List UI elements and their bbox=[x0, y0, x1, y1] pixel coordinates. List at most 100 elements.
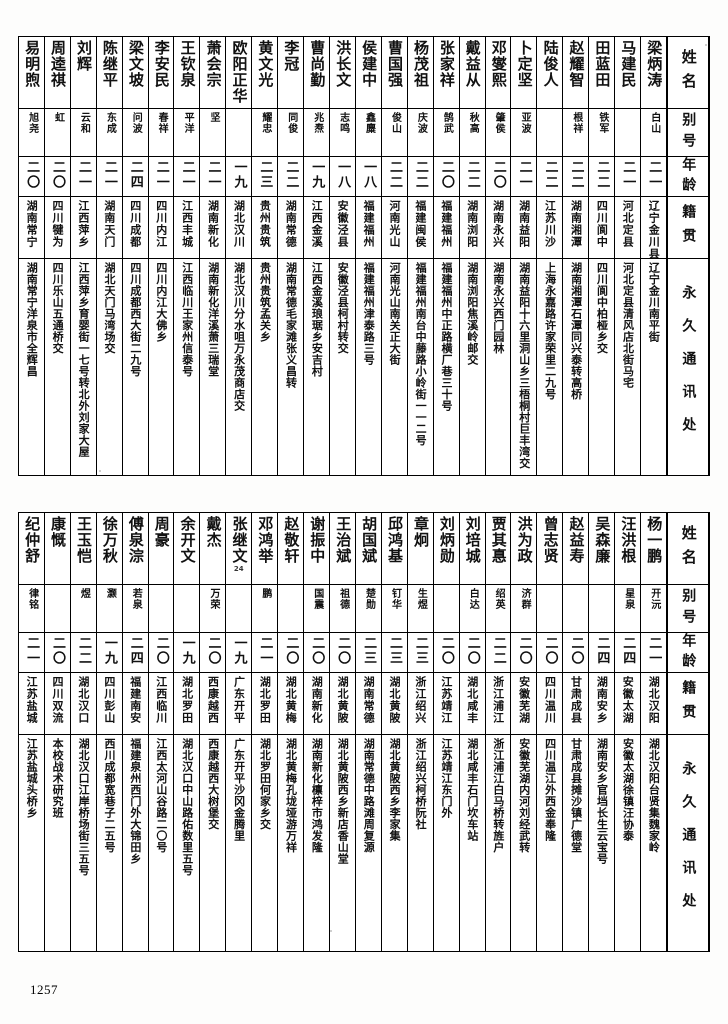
person-address: 江西金溪琅琚乡安吉村 bbox=[304, 259, 329, 475]
person-alias: 鹄武 bbox=[433, 109, 459, 157]
person-name-cell: 赵敬轩 bbox=[278, 513, 304, 585]
person-age: 一八 bbox=[355, 157, 381, 197]
person-alias: 律铭 bbox=[18, 585, 44, 633]
person-age-text: 二一 bbox=[75, 160, 91, 190]
person-address-text: 江苏靖江东门外 bbox=[439, 738, 453, 819]
person-name: 吴森廉 bbox=[593, 516, 612, 564]
person-address-text: 湖南新化檩梓市鸿发隆 bbox=[310, 738, 324, 853]
person-address-text: 西川成都宽巷子二五号 bbox=[103, 738, 116, 853]
person-origin-text: 湖南新化 bbox=[206, 200, 220, 248]
person-name-cell: 刘炳勋 bbox=[433, 513, 459, 585]
person-address-text: 浙江绍兴柯桥阮社 bbox=[414, 738, 428, 830]
person-alias-text: 平洋 bbox=[182, 112, 194, 134]
person-origin: 湖南永兴 bbox=[485, 197, 511, 259]
person-age: 二四 bbox=[122, 157, 148, 197]
person-age-text: 二二 bbox=[594, 160, 610, 190]
roster-person-column: 康慨 二〇 四川双流 本校战术研究班 bbox=[43, 513, 70, 951]
person-alias-text: 万荣 bbox=[208, 588, 220, 610]
person-alias bbox=[589, 585, 615, 633]
roster-person-column: 王治斌 祖德 二〇 湖北黄陂 湖北黄陂西乡新店香山堂 bbox=[329, 513, 355, 951]
person-age: 二一 bbox=[70, 157, 96, 197]
person-name: 梁文坡 bbox=[126, 40, 145, 88]
person-origin: 湖南新化 bbox=[200, 197, 226, 259]
person-origin-text: 福建福州 bbox=[439, 200, 453, 248]
person-alias: 肇侯 bbox=[485, 109, 511, 157]
person-alias-text: 同俊 bbox=[285, 112, 297, 134]
person-origin-text: 浙江浦江 bbox=[491, 676, 505, 724]
person-origin: 湖北汉阳 bbox=[641, 673, 666, 735]
person-address-text: 河南光山南关正大街 bbox=[388, 262, 402, 366]
person-address-text: 西康越西大树堡交 bbox=[206, 738, 220, 830]
person-age-text: 二〇 bbox=[205, 636, 221, 666]
person-address: 湖南常德毛家滩张义昌转 bbox=[278, 259, 303, 475]
person-address: 湖北黄梅孔垅垭游万祥 bbox=[278, 735, 303, 951]
person-origin-text: 四川彭山 bbox=[102, 676, 116, 724]
person-origin-text: 江西临川 bbox=[154, 676, 168, 724]
person-age: 二〇 bbox=[304, 633, 330, 673]
person-origin: 湖南常德 bbox=[278, 197, 304, 259]
person-alias-text: 星泉 bbox=[622, 588, 634, 610]
person-origin-text: 湖南浏阳 bbox=[465, 200, 479, 248]
person-address-text: 广东开平沙冈金腾里 bbox=[232, 738, 246, 842]
roster-person-column: 赵敬轩 二〇 湖北黄梅 湖北黄梅孔垅垭游万祥 bbox=[277, 513, 304, 951]
person-origin: 河北定县 bbox=[615, 197, 641, 259]
person-origin: 湖南新化 bbox=[304, 673, 330, 735]
person-address: 福建福州南台中藤路小岭街一一二号 bbox=[408, 259, 433, 475]
person-alias-text: 虹 bbox=[52, 112, 64, 123]
person-name-cell: 余开文 bbox=[174, 513, 200, 585]
person-name-cell: 赵益寿 bbox=[563, 513, 589, 585]
person-alias: 国震 bbox=[304, 585, 330, 633]
person-origin: 江苏盐城 bbox=[18, 673, 44, 735]
person-address: 四川成都西大街二九号 bbox=[123, 259, 148, 475]
person-address-text: 江苏盐城头桥乡 bbox=[25, 738, 39, 819]
person-alias-text: 肇侯 bbox=[493, 112, 505, 134]
person-name: 陆俊人 bbox=[541, 40, 560, 88]
person-name-cell: 曹尚勤 bbox=[304, 37, 330, 109]
person-name: 谢振中 bbox=[308, 516, 327, 564]
roster-person-column: 卜定坚 亚波 二一 湖南益阳 湖南益阳十六里洞山乡三梧桐村巨丰湾交 bbox=[510, 37, 537, 475]
roster-person-column: 徐万秋灏一九 四川彭山 西川成都宽巷子二五号 bbox=[95, 513, 122, 951]
person-address: 湖北黄陂西乡李家集 bbox=[382, 735, 407, 951]
person-origin: 江西临川 bbox=[148, 673, 174, 735]
person-alias-text: 国震 bbox=[311, 588, 323, 610]
person-name: 赵耀智 bbox=[567, 40, 586, 88]
person-age: 二一 bbox=[252, 633, 278, 673]
person-name-cell: 邓燮熙 bbox=[485, 37, 511, 109]
roster-person-column: 张家祥 鹄武 二〇 福建福州 福建福州中正路横厂巷三十号 bbox=[432, 37, 459, 475]
person-origin: 四川内江 bbox=[148, 197, 174, 259]
person-age-text: 二二 bbox=[387, 160, 402, 190]
person-name: 李冠 bbox=[282, 40, 301, 72]
person-age: 二〇 bbox=[433, 633, 459, 673]
label-age: 年龄 bbox=[668, 157, 708, 197]
person-origin-text: 河南光山 bbox=[387, 200, 401, 248]
person-alias-text: 祖德 bbox=[337, 588, 349, 610]
person-alias: 生煜 bbox=[407, 585, 433, 633]
person-alias: 同俊 bbox=[278, 109, 304, 157]
person-age-text: 二一 bbox=[205, 160, 221, 190]
person-origin-text: 湖南新化 bbox=[310, 676, 324, 724]
person-origin-text: 湖南常德 bbox=[362, 676, 376, 724]
label-age-text: 年龄 bbox=[680, 633, 697, 673]
person-address-text: 四川阆中柏桠乡交 bbox=[595, 262, 609, 354]
person-origin-text: 甘肃成县 bbox=[569, 676, 583, 724]
person-origin-text: 湖北汉阳 bbox=[647, 676, 661, 724]
person-age-text: 二二 bbox=[412, 160, 428, 190]
roster-person-column: 陆俊人 二二 江苏川沙 上海永嘉路许家荣里二九号 bbox=[536, 37, 563, 475]
person-origin-text: 安徽太湖 bbox=[621, 676, 635, 724]
person-age: 二三 bbox=[381, 633, 407, 673]
roster-person-column: 赵益寿 二〇 甘肃成县 甘肃成县摊沙镇广德堂 bbox=[562, 513, 589, 951]
person-alias: 春祥 bbox=[148, 109, 174, 157]
person-alias: 问波 bbox=[122, 109, 148, 157]
person-address: 安徽泾县柯村转交 bbox=[330, 259, 355, 475]
person-address: 湖南新化洋溪萧三瑞堂 bbox=[200, 259, 225, 475]
person-address: 河北定县清风店北街马宅 bbox=[615, 259, 640, 475]
label-name: 姓名 bbox=[668, 37, 708, 109]
person-age-text: 二一 bbox=[646, 160, 662, 190]
person-alias bbox=[433, 585, 459, 633]
person-address: 江西临川王家州信泰号 bbox=[174, 259, 199, 475]
person-address: 福建泉州西门外大锦田乡 bbox=[123, 735, 148, 951]
person-age-text: 一九 bbox=[231, 636, 247, 666]
person-address-text: 福建泉州西门外大锦田乡 bbox=[128, 738, 142, 865]
person-address: 江西太河山谷路二〇号 bbox=[149, 735, 174, 951]
person-alias: 楚勋 bbox=[355, 585, 381, 633]
